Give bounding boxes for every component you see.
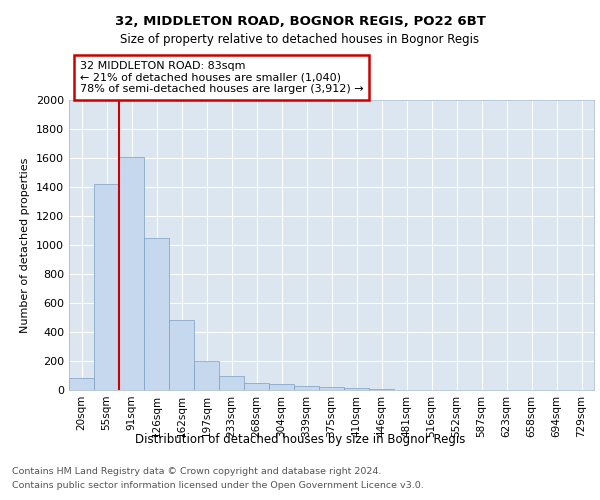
Bar [319,388,344,390]
Text: Size of property relative to detached houses in Bognor Regis: Size of property relative to detached ho… [121,32,479,46]
Bar [169,320,194,390]
Bar [344,388,369,390]
Bar [194,361,219,390]
Text: 32 MIDDLETON ROAD: 83sqm
← 21% of detached houses are smaller (1,040)
78% of sem: 32 MIDDLETON ROAD: 83sqm ← 21% of detach… [79,61,363,94]
Text: 32, MIDDLETON ROAD, BOGNOR REGIS, PO22 6BT: 32, MIDDLETON ROAD, BOGNOR REGIS, PO22 6… [115,15,485,28]
Bar [219,376,244,390]
Y-axis label: Number of detached properties: Number of detached properties [20,158,31,332]
Bar [369,388,394,390]
Text: Distribution of detached houses by size in Bognor Regis: Distribution of detached houses by size … [135,432,465,446]
Bar [94,184,119,390]
Bar [294,386,319,390]
Text: Contains public sector information licensed under the Open Government Licence v3: Contains public sector information licen… [12,481,424,490]
Bar [119,156,144,390]
Bar [69,378,94,390]
Bar [144,238,169,390]
Bar [244,383,269,390]
Text: Contains HM Land Registry data © Crown copyright and database right 2024.: Contains HM Land Registry data © Crown c… [12,468,382,476]
Bar [269,384,294,390]
